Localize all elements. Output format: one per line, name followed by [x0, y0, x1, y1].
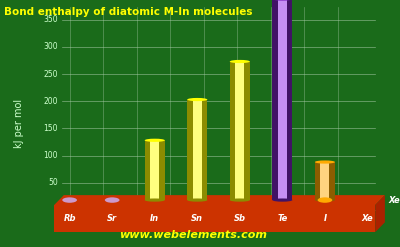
Text: 200: 200 — [44, 97, 58, 106]
Text: 50: 50 — [48, 178, 58, 187]
Polygon shape — [375, 195, 385, 232]
Ellipse shape — [272, 199, 292, 202]
Text: Sn: Sn — [191, 214, 203, 223]
Text: kJ per mol: kJ per mol — [14, 99, 24, 148]
Polygon shape — [193, 100, 202, 200]
Text: 250: 250 — [44, 70, 58, 79]
Polygon shape — [272, 0, 292, 200]
Ellipse shape — [230, 199, 250, 202]
Ellipse shape — [62, 197, 77, 203]
Text: 350: 350 — [43, 15, 58, 24]
Ellipse shape — [187, 98, 207, 101]
Text: Te: Te — [277, 214, 288, 223]
Polygon shape — [320, 162, 330, 200]
Text: Sb: Sb — [234, 214, 246, 223]
Polygon shape — [145, 140, 165, 200]
Ellipse shape — [315, 161, 335, 164]
Ellipse shape — [315, 199, 335, 202]
Ellipse shape — [318, 197, 332, 203]
Polygon shape — [278, 0, 287, 200]
Text: 100: 100 — [44, 151, 58, 160]
Ellipse shape — [105, 197, 120, 203]
Text: I: I — [323, 214, 326, 223]
Text: Bond enthalpy of diatomic M-In molecules: Bond enthalpy of diatomic M-In molecules — [4, 7, 252, 17]
Ellipse shape — [145, 199, 165, 202]
Polygon shape — [187, 100, 207, 200]
Polygon shape — [54, 195, 385, 205]
Text: Xe: Xe — [389, 196, 400, 205]
Polygon shape — [235, 62, 244, 200]
Text: 300: 300 — [43, 42, 58, 51]
Text: Sr: Sr — [107, 214, 117, 223]
Text: 150: 150 — [44, 124, 58, 133]
Polygon shape — [315, 162, 335, 200]
Text: Xe: Xe — [362, 214, 373, 223]
Text: Rb: Rb — [63, 214, 76, 223]
Ellipse shape — [187, 199, 207, 202]
Ellipse shape — [145, 139, 165, 142]
Polygon shape — [150, 140, 159, 200]
Polygon shape — [230, 62, 250, 200]
Text: www.webelements.com: www.webelements.com — [120, 230, 268, 240]
Ellipse shape — [230, 60, 250, 63]
Polygon shape — [54, 205, 375, 232]
Text: In: In — [150, 214, 159, 223]
